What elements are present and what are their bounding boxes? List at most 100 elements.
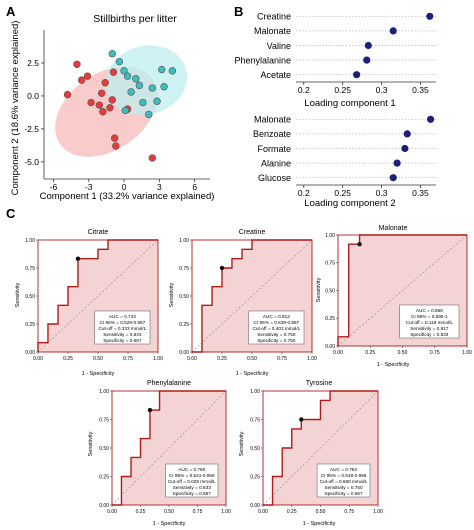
loading-1-x-tick-label: 0.35 bbox=[412, 85, 429, 95]
pca-point-s1 bbox=[120, 67, 128, 75]
roc-creatine-title: Creatine bbox=[239, 229, 266, 236]
roc-creatine-stat-line: CI 95% = 0.638-0.987 bbox=[254, 320, 300, 325]
pca-plot-area: -6 -3 0 3 6 2.5 0.0 -2.5 -5.0 bbox=[24, 30, 210, 192]
loading-2-chart: Malonate Benzoate Formate Alanine Glucose 0.2… bbox=[253, 115, 436, 209]
pca-y-tick-label: 0.0 bbox=[27, 91, 39, 101]
roc-malonate-y-tick-label: 0.00 bbox=[325, 344, 335, 350]
roc-malonate-y-tick-label: 1.00 bbox=[325, 233, 335, 239]
pca-y-tick-label: 2.5 bbox=[27, 58, 39, 68]
loading-2-point bbox=[393, 159, 401, 167]
loading-1-point bbox=[426, 12, 434, 20]
roc-tyrosine-ylabel: Sensitivity bbox=[239, 431, 245, 456]
roc-malonate-x-tick-label: 0.50 bbox=[398, 350, 408, 356]
roc-citrate-stats-box bbox=[94, 310, 151, 345]
roc-creatine-y-tick-label: 0.25 bbox=[179, 322, 189, 328]
loading-2-category-label: Alanine bbox=[261, 158, 291, 168]
roc-malonate-title: Malonate bbox=[379, 225, 408, 232]
loading-1-x-tick-label: 0.3 bbox=[376, 85, 388, 95]
pca-point-s0 bbox=[108, 96, 116, 104]
loading-1-point bbox=[363, 56, 371, 64]
pca-point-s0 bbox=[95, 101, 104, 109]
loading-2-point bbox=[389, 174, 397, 182]
roc-malonate-stat-line: Specificity = 0.833 bbox=[410, 332, 449, 337]
pca-x-tick-label: 0 bbox=[122, 182, 127, 192]
roc-phenylalanine-curve bbox=[112, 390, 226, 506]
pca-x-tick-label: -3 bbox=[85, 182, 93, 192]
pca-point-s0 bbox=[148, 154, 157, 162]
pca-point-s0 bbox=[97, 89, 106, 97]
roc-tyrosine-y-tick-label: 1.00 bbox=[250, 389, 260, 395]
roc-malonate-plot-area: 0.000.00 0.25 0.25 0.50 0.50 0.75 0.75 1.00 1.00… bbox=[325, 233, 472, 356]
roc-malonate-stats-box bbox=[399, 304, 460, 339]
roc-citrate-y-tick-label: 0.50 bbox=[25, 294, 35, 300]
roc-malonate-chance-line bbox=[337, 234, 468, 347]
loading-1-point bbox=[389, 27, 397, 35]
pca-point-s1 bbox=[132, 75, 140, 83]
roc-tyrosine-plot-area: 0.000.00 0.25 0.25 0.50 0.50 0.75 0.75 1.00 1.00… bbox=[250, 389, 383, 515]
loading-1-category-label: Creatine bbox=[257, 12, 291, 22]
roc-creatine-stat-line: AUC = 0.812 bbox=[263, 314, 290, 319]
pca-point-s1 bbox=[127, 88, 135, 96]
loading-1-x-tick-label: 0.25 bbox=[334, 85, 351, 95]
loading-2-x-tick-label: 0.35 bbox=[412, 188, 429, 198]
loading-2-plot-area: Malonate Benzoate Formate Alanine Glucose 0.2… bbox=[253, 115, 436, 198]
loading-2-point bbox=[403, 130, 411, 138]
roc-tyrosine-stat-line: Sensitivity = 0.750 bbox=[324, 485, 363, 490]
roc-citrate-x-tick-label: 1.00 bbox=[153, 356, 163, 362]
roc-tyrosine-y-tick-label: 0.00 bbox=[250, 503, 260, 509]
loading-2-x-tick-label: 0.25 bbox=[334, 188, 351, 198]
pca-point-s0 bbox=[112, 142, 120, 150]
roc-tyrosine-stat-line: AUC = 0.753 bbox=[330, 467, 357, 472]
roc-phenylalanine-y-tick-label: 0.50 bbox=[99, 446, 109, 452]
pca-point-s0 bbox=[73, 60, 81, 68]
roc-phenylalanine-ylabel: Sensitivity bbox=[88, 431, 94, 456]
roc-tyrosine-chart: Tyrosine 0.000.00 0.25 0.25 0.50 0.50 0.75 0.7… bbox=[239, 380, 383, 527]
roc-phenylalanine-plot-area: 0.000.00 0.25 0.25 0.50 0.50 0.75 0.75 1.00 1.00… bbox=[99, 389, 231, 515]
roc-citrate-stat-line: Cut-off = 0.333 mmol/L bbox=[99, 326, 147, 331]
panel-label-a: A bbox=[6, 4, 16, 19]
roc-phenylalanine-stat-line: CI 95% = 0.541-0.959 bbox=[169, 473, 215, 478]
loading-2-point bbox=[401, 144, 409, 153]
roc-citrate-x-tick-label: 0.00 bbox=[33, 356, 43, 362]
pca-point-s0 bbox=[99, 108, 107, 116]
pca-chart: Stillbirths per litter -6 -3 0 3 6 2.5 0.0 -2.5… bbox=[10, 13, 214, 202]
roc-malonate-y-tick-label: 0.50 bbox=[325, 288, 335, 294]
roc-phenylalanine-chart: Phenylalanine 0.000.000.250.250.500.500.… bbox=[88, 380, 231, 527]
loading-1-category-label: Acetate bbox=[260, 70, 291, 80]
pca-point-s1 bbox=[121, 106, 129, 115]
roc-phenylalanine-x-tick-label: 0.00 bbox=[107, 509, 117, 515]
roc-creatine-stat-line: Specificity = 0.750 bbox=[257, 338, 296, 343]
pca-x-tick-label: -6 bbox=[50, 182, 58, 192]
roc-creatine-x-tick-label: 0.50 bbox=[247, 356, 257, 362]
roc-malonate-x-tick-label: 1.00 bbox=[462, 350, 472, 356]
roc-creatine-y-tick-label: 0.75 bbox=[179, 266, 189, 272]
pca-point-s1 bbox=[108, 50, 116, 58]
roc-citrate-y-tick-label: 1.00 bbox=[25, 238, 35, 244]
loading-2-category-label: Formate bbox=[257, 144, 291, 154]
roc-tyrosine-x-tick-label: 0.50 bbox=[316, 509, 326, 515]
pca-point-s0 bbox=[109, 68, 118, 76]
loading-2-category-label: Malonate bbox=[254, 115, 291, 125]
loading-2-x-tick-label: 0.3 bbox=[376, 188, 388, 198]
roc-citrate-chart: Citrate 0.000.00 0.25 0.25 0.50 0.50 0.75 0.75… bbox=[15, 229, 163, 377]
roc-malonate-stat-line: Cut-off = 0.118 mmol/L bbox=[406, 320, 454, 325]
pca-point-s1 bbox=[168, 67, 177, 75]
pca-point-s0 bbox=[110, 134, 119, 142]
roc-phenylalanine-xlabel: 1 - Specificity bbox=[153, 521, 186, 527]
roc-citrate-stat-line: AUC = 0.743 bbox=[109, 314, 136, 319]
roc-phenylalanine-x-tick-label: 1.00 bbox=[221, 509, 231, 515]
roc-malonate-cutoff-point bbox=[357, 242, 362, 247]
roc-citrate-x-tick-label: 0.50 bbox=[93, 356, 103, 362]
pca-x-tick-label: 6 bbox=[192, 182, 197, 192]
pca-y-tick-label: -2.5 bbox=[24, 124, 39, 134]
pca-point-s1 bbox=[160, 82, 168, 91]
roc-citrate-chance-line bbox=[37, 239, 159, 353]
roc-tyrosine-x-tick-label: 0.25 bbox=[287, 509, 297, 515]
roc-phenylalanine-chance-line bbox=[111, 390, 227, 506]
roc-citrate-y-tick-label: 0.75 bbox=[25, 266, 35, 272]
pca-point-s0 bbox=[87, 98, 95, 107]
roc-creatine-chance-line bbox=[191, 239, 313, 353]
pca-y-tick-label: -5.0 bbox=[24, 157, 39, 167]
roc-malonate-x-tick-label: 0.75 bbox=[430, 350, 440, 356]
pca-xlabel: Component 1 (33.2% variance explained) bbox=[40, 191, 215, 202]
